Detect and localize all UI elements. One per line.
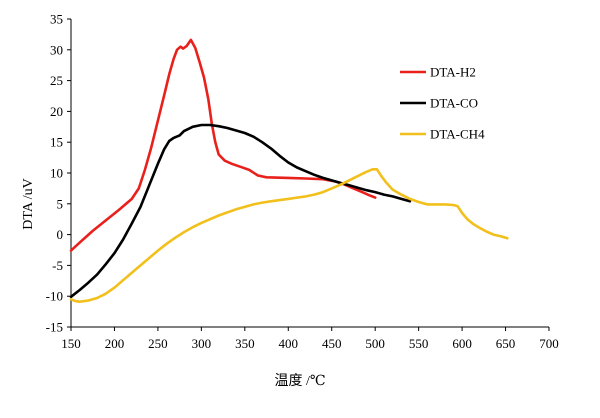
y-tick-label: -5 bbox=[52, 258, 63, 273]
y-tick-label: 0 bbox=[57, 227, 64, 242]
x-tick-label: 150 bbox=[61, 336, 81, 351]
y-tick-label: 35 bbox=[50, 12, 63, 27]
series-line-dta-co bbox=[69, 123, 412, 299]
y-axis-title: DTA /uV bbox=[21, 178, 36, 229]
x-tick-label: 450 bbox=[322, 336, 342, 351]
y-tick-label: 25 bbox=[50, 73, 63, 88]
x-tick-label: 500 bbox=[365, 336, 385, 351]
legend: DTA-H2 DTA-CO DTA-CH4 bbox=[400, 65, 485, 142]
x-tick-label: 250 bbox=[148, 336, 168, 351]
x-tick-label: 200 bbox=[105, 336, 125, 351]
y-tick-label: 5 bbox=[57, 196, 64, 211]
x-tick-label: 650 bbox=[496, 336, 516, 351]
y-tick-label: 15 bbox=[50, 135, 63, 150]
y-tick-label: 10 bbox=[50, 166, 63, 181]
axes-layer: -15 -10 -5 0 5 10 15 20 25 30 35 150 200 250 300 350 400… bbox=[46, 12, 559, 352]
x-tick-label: 550 bbox=[409, 336, 429, 351]
x-axis-title: 温度 /℃ bbox=[274, 373, 325, 389]
series-line-dta-ch4 bbox=[69, 168, 509, 303]
x-tick-label: 600 bbox=[452, 336, 472, 351]
x-tick-label: 300 bbox=[192, 336, 212, 351]
legend-label-dta-ch4: DTA-CH4 bbox=[430, 127, 485, 142]
series-layer bbox=[69, 38, 509, 303]
y-tick-label: 20 bbox=[50, 104, 63, 119]
legend-label-dta-h2: DTA-H2 bbox=[430, 65, 476, 80]
x-tick-label: 350 bbox=[235, 336, 255, 351]
y-tick-label: 30 bbox=[50, 42, 63, 57]
x-tick-label: 400 bbox=[279, 336, 299, 351]
series-line-dta-h2 bbox=[69, 38, 377, 252]
y-tick-label: -10 bbox=[46, 289, 63, 304]
legend-label-dta-co: DTA-CO bbox=[430, 96, 478, 111]
x-tick-label: 700 bbox=[539, 336, 559, 351]
y-tick-label: -15 bbox=[46, 320, 63, 335]
